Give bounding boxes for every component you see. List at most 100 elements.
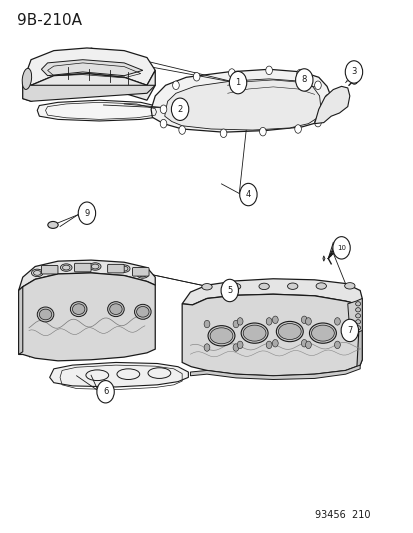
Ellipse shape — [37, 307, 54, 322]
Ellipse shape — [355, 326, 360, 330]
Ellipse shape — [240, 323, 268, 343]
Ellipse shape — [89, 263, 101, 270]
Text: 1: 1 — [235, 78, 240, 87]
Circle shape — [204, 344, 209, 351]
Ellipse shape — [276, 321, 302, 342]
Circle shape — [295, 69, 312, 91]
Circle shape — [239, 183, 256, 206]
Circle shape — [97, 381, 114, 403]
Circle shape — [233, 344, 238, 351]
Ellipse shape — [72, 304, 85, 314]
Ellipse shape — [287, 283, 297, 289]
Ellipse shape — [230, 284, 240, 290]
Polygon shape — [182, 279, 361, 305]
Circle shape — [266, 341, 271, 349]
Polygon shape — [23, 83, 155, 101]
Circle shape — [237, 341, 242, 349]
Ellipse shape — [137, 271, 148, 278]
Circle shape — [259, 127, 266, 136]
Ellipse shape — [109, 304, 122, 314]
Circle shape — [314, 81, 320, 90]
Ellipse shape — [39, 309, 52, 320]
Polygon shape — [37, 100, 165, 121]
Polygon shape — [347, 298, 361, 333]
Polygon shape — [19, 273, 155, 361]
Polygon shape — [151, 69, 330, 132]
Circle shape — [160, 119, 166, 128]
Ellipse shape — [259, 283, 269, 289]
Polygon shape — [314, 86, 349, 124]
Circle shape — [340, 319, 358, 342]
Circle shape — [324, 94, 331, 103]
Circle shape — [305, 318, 311, 325]
Text: 9: 9 — [84, 209, 89, 217]
Ellipse shape — [60, 264, 72, 271]
Text: 10: 10 — [336, 245, 345, 251]
Circle shape — [334, 318, 339, 325]
Circle shape — [323, 108, 330, 116]
Polygon shape — [182, 294, 361, 376]
Text: 7: 7 — [347, 326, 351, 335]
Circle shape — [272, 340, 278, 347]
Circle shape — [305, 341, 311, 349]
Circle shape — [344, 61, 362, 83]
Polygon shape — [23, 70, 155, 101]
Ellipse shape — [107, 302, 124, 317]
Circle shape — [314, 118, 320, 127]
FancyBboxPatch shape — [74, 263, 91, 272]
Ellipse shape — [31, 269, 43, 277]
Circle shape — [171, 98, 188, 120]
Ellipse shape — [118, 265, 130, 272]
Circle shape — [221, 279, 238, 302]
Ellipse shape — [316, 283, 325, 289]
Ellipse shape — [355, 320, 360, 324]
Polygon shape — [41, 60, 142, 76]
Ellipse shape — [207, 326, 235, 346]
Polygon shape — [190, 365, 359, 379]
Circle shape — [228, 69, 235, 77]
Ellipse shape — [311, 325, 334, 341]
Polygon shape — [322, 256, 324, 261]
Ellipse shape — [48, 222, 58, 229]
Ellipse shape — [136, 306, 149, 317]
Ellipse shape — [355, 313, 360, 318]
Circle shape — [160, 105, 166, 114]
Circle shape — [301, 340, 306, 347]
Text: 8: 8 — [301, 76, 306, 84]
FancyBboxPatch shape — [107, 264, 124, 273]
Circle shape — [294, 125, 301, 133]
Circle shape — [237, 318, 242, 325]
Circle shape — [265, 66, 272, 75]
Circle shape — [178, 126, 185, 134]
Text: 3: 3 — [351, 68, 356, 76]
Circle shape — [233, 320, 238, 328]
Circle shape — [78, 202, 95, 224]
Ellipse shape — [202, 284, 212, 290]
Polygon shape — [356, 298, 361, 368]
Ellipse shape — [134, 304, 151, 319]
Circle shape — [220, 129, 226, 138]
Ellipse shape — [355, 302, 360, 306]
Circle shape — [301, 316, 306, 324]
Polygon shape — [50, 362, 188, 387]
Ellipse shape — [243, 325, 265, 341]
Text: 9B-210A: 9B-210A — [17, 13, 81, 28]
Polygon shape — [164, 79, 320, 130]
Ellipse shape — [70, 302, 87, 317]
Circle shape — [193, 72, 199, 81]
Text: 4: 4 — [245, 190, 250, 199]
Circle shape — [204, 320, 209, 328]
Circle shape — [272, 316, 278, 324]
Polygon shape — [19, 260, 155, 290]
Ellipse shape — [278, 324, 300, 340]
Ellipse shape — [344, 282, 354, 289]
Text: 93456  210: 93456 210 — [314, 510, 369, 520]
Circle shape — [334, 341, 339, 349]
Ellipse shape — [355, 308, 360, 312]
Circle shape — [266, 318, 271, 325]
Polygon shape — [23, 48, 155, 85]
FancyBboxPatch shape — [41, 265, 58, 274]
Circle shape — [352, 77, 355, 82]
Ellipse shape — [22, 68, 31, 90]
Circle shape — [172, 81, 179, 90]
